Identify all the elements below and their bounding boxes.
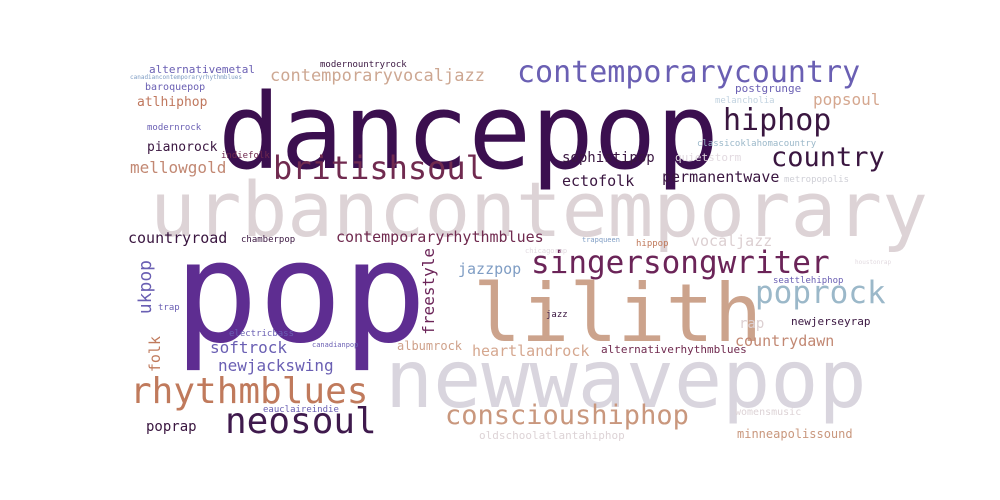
- word-alternativerhythmblues: alternativerhythmblues: [601, 343, 747, 356]
- word-ectofolk: ectofolk: [562, 172, 635, 190]
- word-womensmusic: womensmusic: [735, 407, 802, 418]
- word-hiphop: hiphop: [723, 103, 832, 138]
- word-chicagorap: chicagorap: [525, 247, 568, 255]
- word-modernountryrock: modernountryrock: [320, 60, 407, 70]
- word-hippop: hippop: [636, 239, 669, 249]
- word-modernrock: modernrock: [147, 123, 202, 133]
- word-pianorock: pianorock: [147, 140, 218, 155]
- word-melancholia: melancholia: [715, 96, 775, 106]
- word-rhythmblues: rhythmblues: [130, 371, 369, 412]
- word-countryroad: countryroad: [128, 229, 228, 247]
- word-urbancontemporary: urbancontemporary: [150, 165, 928, 254]
- word-rap: rap: [739, 316, 765, 332]
- word-lilith: lilith: [473, 267, 762, 360]
- word-minneapolissound: minneapolissound: [737, 427, 853, 441]
- word-canadianpop: canadianpop: [312, 341, 359, 349]
- word-oldschoolatlantahiphop: oldschoolatlantahiphop: [479, 429, 625, 442]
- word-singersongwriter: singersongwriter: [531, 245, 830, 281]
- word-conscioushiphop: conscioushiphop: [445, 400, 689, 431]
- word-trapqueen: trapqueen: [582, 236, 620, 244]
- word-newwavepop: newwavepop: [385, 333, 867, 426]
- word-alternativemetal: alternativemetal: [149, 63, 255, 76]
- word-pop: pop: [174, 212, 427, 375]
- word-freestyle: freestyle: [419, 248, 438, 335]
- word-canadiancontemporaryrhythmblues: canadiancontemporaryrhythmblues: [130, 74, 242, 81]
- word-cloud: dancepop urbancontemporary pop newwavepo…: [125, 50, 928, 450]
- word-chamberpop: chamberpop: [241, 235, 296, 245]
- word-heartlandrock: heartlandrock: [472, 342, 590, 360]
- word-newjackswing: newjackswing: [218, 356, 334, 375]
- word-jazz: jazz: [546, 310, 568, 320]
- word-atlhiphop: atlhiphop: [137, 95, 208, 110]
- word-electricbass: electricbass: [229, 329, 295, 339]
- word-metropopolis: metropopolis: [784, 175, 850, 185]
- word-softrock: softrock: [210, 338, 288, 357]
- word-country: country: [771, 142, 885, 173]
- word-neosoul: neosoul: [225, 401, 377, 442]
- word-britishsoul: britishsoul: [273, 149, 485, 187]
- word-quietstorm: quietstorm: [675, 151, 742, 164]
- word-baroquepop: baroquepop: [145, 82, 206, 93]
- word-countrydawn: countrydawn: [735, 332, 835, 350]
- word-mellowgold: mellowgold: [130, 158, 227, 177]
- word-newjerseyrap: newjerseyrap: [791, 315, 871, 328]
- word-houstonrap: houstonrap: [855, 259, 892, 266]
- word-contemporaryvocaljazz: contemporaryvocaljazz: [270, 66, 485, 86]
- word-dancepop: dancepop: [218, 71, 719, 193]
- word-folk: folk: [146, 336, 164, 373]
- word-contemporaryrhythmblues: contemporaryrhythmblues: [336, 228, 544, 246]
- word-poprock: poprock: [755, 275, 886, 311]
- word-postgrunge: postgrunge: [735, 82, 802, 95]
- word-poprap: poprap: [146, 419, 197, 435]
- word-vocaljazz: vocaljazz: [691, 232, 773, 250]
- word-eauclaireindie: eauclaireindie: [263, 405, 339, 415]
- word-popsoul: popsoul: [813, 90, 881, 109]
- word-trap: trap: [158, 303, 180, 313]
- word-indiefolk: indiefolk: [221, 151, 270, 161]
- word-contemporarycountry: contemporarycountry: [517, 55, 861, 90]
- word-permanentwave: permanentwave: [662, 168, 780, 186]
- word-jazzpop: jazzpop: [458, 260, 522, 278]
- word-classicoklahomacountry: classicoklahomacountry: [697, 139, 817, 149]
- word-albumrock: albumrock: [397, 339, 463, 353]
- word-seattlehiphop: seattlehiphop: [773, 276, 844, 286]
- word-sophistipop: sophistipop: [562, 150, 655, 166]
- word-ukpop: ukpop: [135, 260, 156, 315]
